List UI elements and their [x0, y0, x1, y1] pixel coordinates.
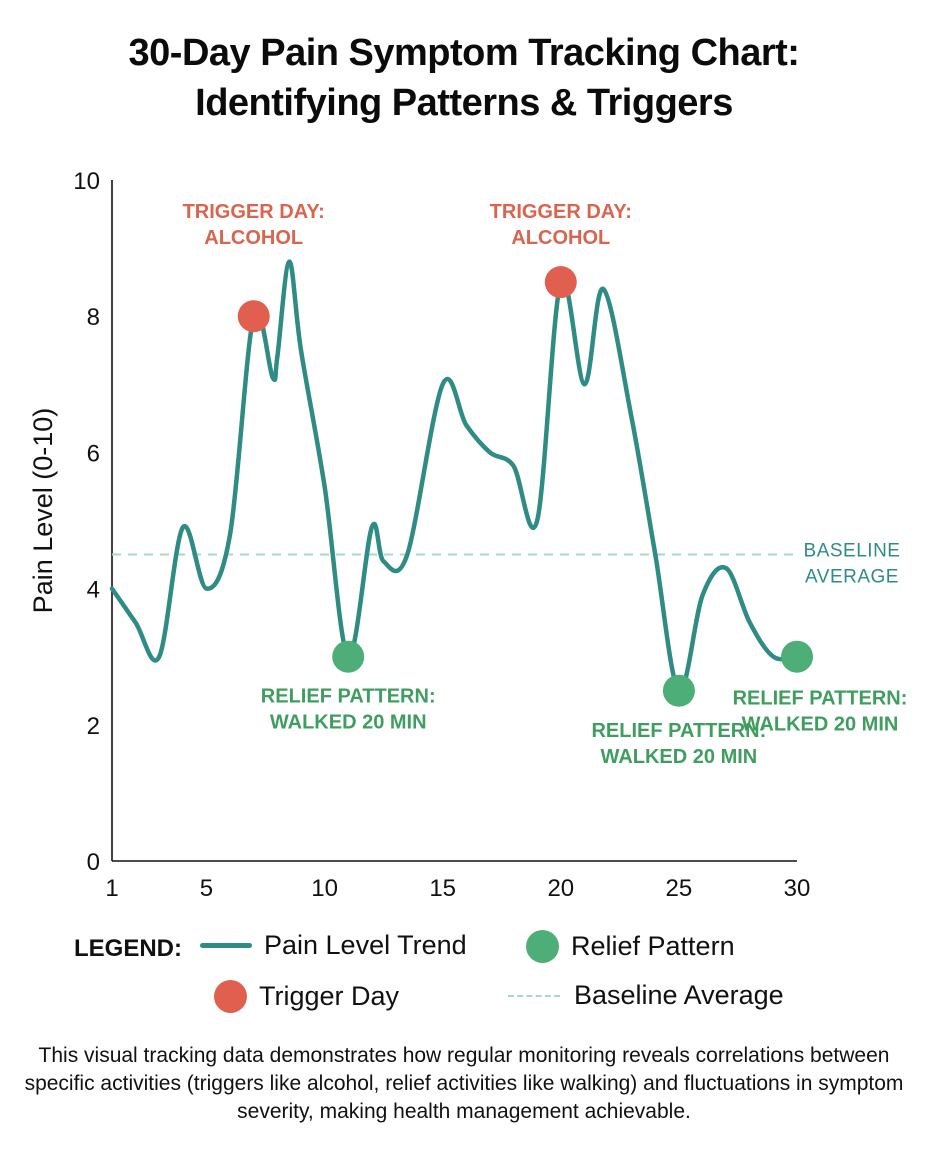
legend-line-swatch: [200, 943, 252, 948]
legend-label: Relief Pattern: [571, 931, 735, 961]
x-tick-label: 1: [105, 875, 118, 902]
trigger-day-label: TRIGGER DAY:: [490, 201, 632, 223]
y-tick-label: 0: [87, 849, 100, 876]
trigger-day-label: ALCOHOL: [204, 227, 303, 249]
y-axis-label: Pain Level (0-10): [28, 408, 58, 614]
baseline-label: BASELINE: [804, 541, 901, 562]
x-tick-label: 20: [547, 875, 574, 902]
chart-title-line-2: Identifying Patterns & Triggers: [195, 82, 733, 124]
trigger-day-label: ALCOHOL: [511, 227, 610, 249]
relief-pattern-marker: [332, 640, 365, 673]
legend-item-relief-pattern: Relief Pattern: [526, 930, 735, 963]
baseline-label: AVERAGE: [805, 567, 899, 588]
x-tick-label: 10: [311, 875, 338, 902]
x-tick-label: 15: [429, 875, 456, 902]
relief-pattern-label: WALKED 20 MIN: [742, 714, 899, 736]
chart-title-line-1: 30-Day Pain Symptom Tracking Chart:: [128, 32, 800, 74]
y-tick-label: 8: [87, 304, 100, 331]
legend-title: LEGEND:: [74, 934, 182, 962]
legend-label: Pain Level Trend: [264, 930, 467, 960]
baseline-layer: BASELINE AVERAGE: [112, 541, 900, 588]
legend-baseline-dash: [508, 994, 560, 997]
pain-level-trend-line: [109, 259, 800, 694]
y-tick-label: 6: [87, 440, 100, 467]
relief-pattern-marker: [781, 640, 813, 673]
legend-label: Baseline Average: [574, 980, 784, 1010]
legend-relief-dot: [526, 930, 559, 963]
markers-layer: [237, 266, 813, 707]
x-tick-label: 30: [784, 875, 811, 902]
y-tick-label: 2: [87, 713, 100, 740]
legend-item-baseline-average: Baseline Average: [508, 980, 784, 1011]
caption: This visual tracking data demonstrates h…: [24, 1044, 904, 1123]
y-tick-label: 4: [87, 577, 100, 604]
legend-item-trigger-day: Trigger Day: [214, 980, 399, 1013]
relief-pattern-label: WALKED 20 MIN: [270, 712, 427, 734]
relief-pattern-label: RELIEF PATTERN:: [261, 686, 436, 708]
relief-pattern-marker: [662, 674, 695, 707]
relief-pattern-label: RELIEF PATTERN:: [733, 688, 908, 710]
chart-title: 30-Day Pain Symptom Tracking Chart: Iden…: [0, 28, 928, 128]
relief-pattern-label: WALKED 20 MIN: [601, 746, 758, 768]
relief-pattern-label: RELIEF PATTERN:: [591, 720, 766, 742]
y-tick-label: 10: [73, 168, 100, 195]
annotations-layer: TRIGGER DAY: ALCOHOL TRIGGER DAY: ALCOHOL RE…: [183, 201, 908, 768]
trigger-day-marker: [237, 300, 270, 333]
trigger-day-marker: [544, 266, 577, 299]
legend-trigger-dot: [214, 980, 247, 1013]
series-layer: [109, 259, 800, 694]
trigger-day-label: TRIGGER DAY:: [183, 201, 325, 223]
legend-item-pain-level-trend: Pain Level Trend: [200, 930, 467, 961]
legend: LEGEND: Pain Level Trend Relief Pattern …: [0, 920, 928, 1030]
legend-label: Trigger Day: [259, 981, 400, 1011]
x-tick-label: 25: [666, 875, 693, 902]
x-tick-label: 5: [200, 875, 213, 902]
